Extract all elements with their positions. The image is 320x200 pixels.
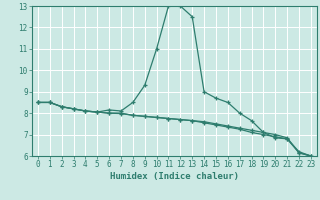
X-axis label: Humidex (Indice chaleur): Humidex (Indice chaleur)	[110, 172, 239, 181]
